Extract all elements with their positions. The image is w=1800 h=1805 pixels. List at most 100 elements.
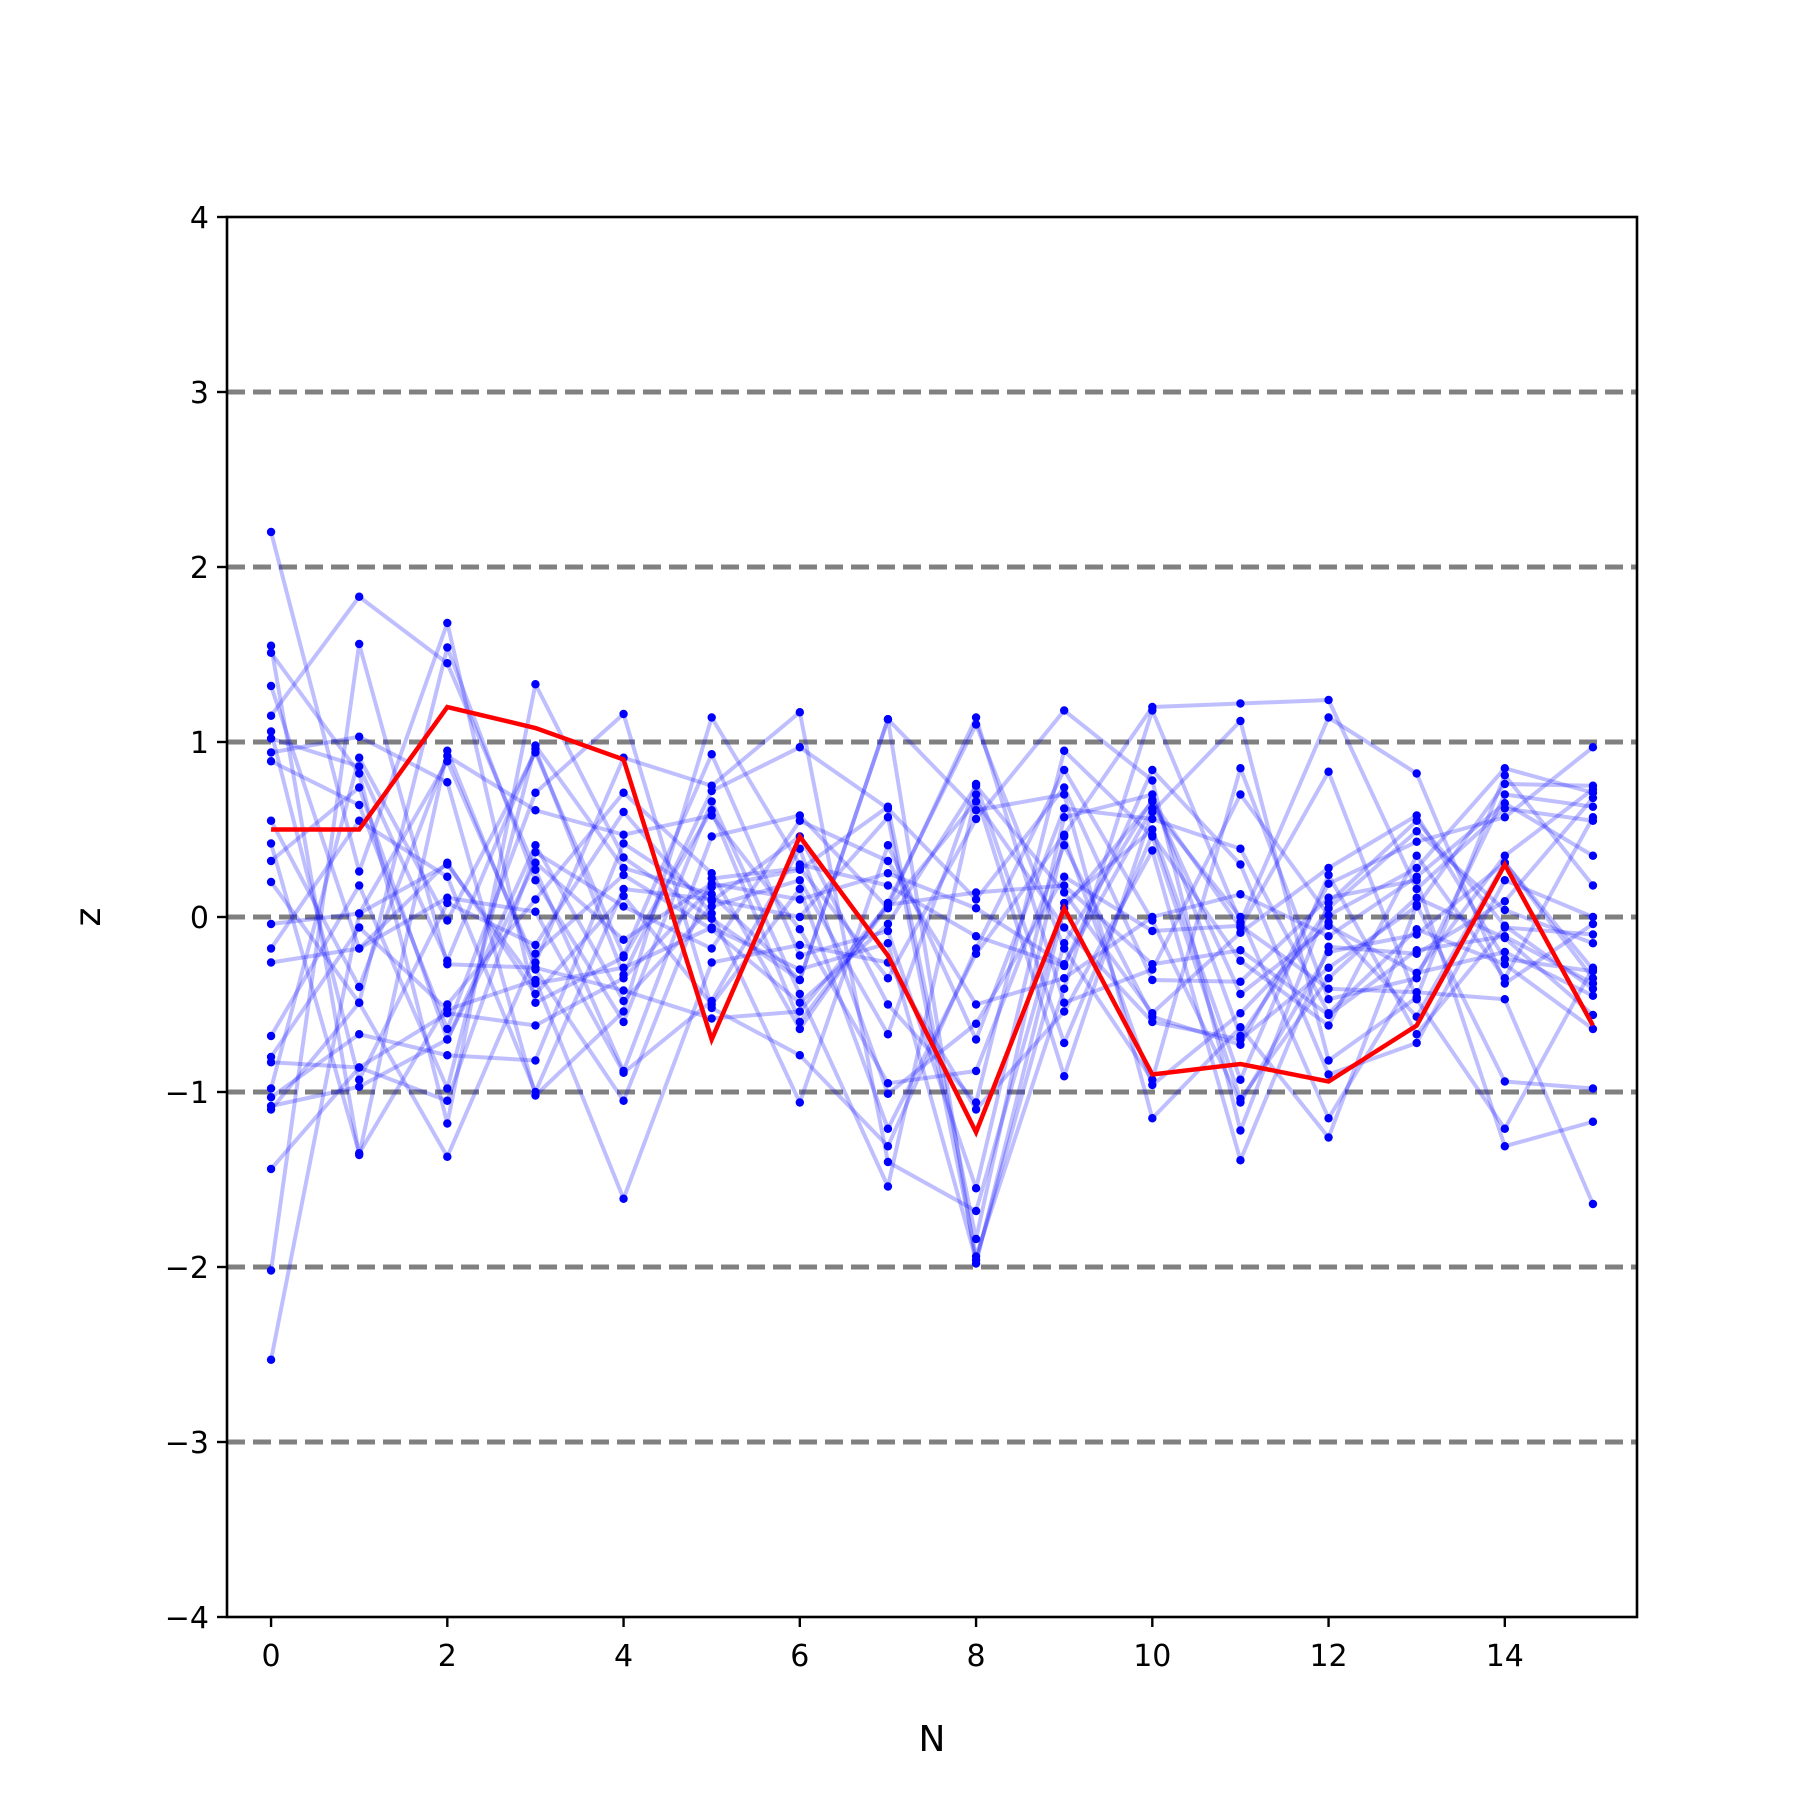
series-point [531,748,540,757]
series-point [354,592,364,601]
series-point [1324,1056,1333,1065]
series-point [619,891,628,901]
series-point [1236,977,1245,986]
series-point [619,963,628,972]
series-point [531,949,540,958]
series-point [1148,1080,1157,1090]
series-point [619,863,628,873]
series-point [1588,802,1598,811]
series-point [971,904,981,913]
series-point [1236,790,1245,799]
x-tick-label: 12 [1309,1639,1347,1674]
series-line-13 [270,710,1594,1213]
series-point [971,790,981,799]
series-point [707,897,716,906]
series-point [1500,1077,1510,1086]
series-point [1324,995,1333,1004]
series-point [971,1035,981,1044]
series-point [1324,863,1333,873]
series-point [1148,960,1157,969]
series-point [707,781,716,790]
series-point [707,879,716,888]
series-point [619,839,628,848]
series-point [971,713,981,722]
y-tick-label: 1 [190,726,209,761]
series-point [883,715,893,724]
x-tick-label: 6 [790,1639,809,1674]
series-point [266,748,276,757]
series-point [531,865,540,874]
x-tick-label: 10 [1133,1639,1171,1674]
series-point [707,750,716,759]
series-point [707,996,716,1006]
series-point [1059,974,1069,983]
series-point [1500,790,1510,799]
series-point [266,877,276,887]
series-point [443,618,452,628]
series-point [971,781,981,790]
series-point [883,1124,893,1133]
series-line-1 [269,645,1595,1157]
series-point [266,527,276,537]
series-point [1059,939,1069,948]
series-point [443,960,452,969]
series-point [1059,1007,1069,1016]
series-point [971,895,981,904]
series-point [1059,790,1069,799]
series-point [1412,863,1421,873]
series-point [795,1024,805,1034]
series-point [354,1149,364,1158]
x-tick-label: 14 [1486,1639,1524,1674]
series-line-5 [269,731,1595,1105]
series-point [354,982,364,992]
series-point [531,998,540,1007]
series-point [1324,1070,1333,1079]
series-point [1588,1084,1598,1093]
series-point [1412,893,1421,902]
series-point [266,648,276,657]
series-point [354,1075,364,1084]
y-tick-label: 3 [190,376,209,411]
series-point [795,816,805,825]
series-point [1236,1126,1245,1135]
series-point [619,830,628,839]
series-point [531,1056,540,1065]
series-point [1236,890,1245,899]
series-point [1588,743,1598,752]
series-point [1324,904,1333,913]
series-point [531,989,540,999]
series-point [354,867,364,876]
series-point [619,996,628,1006]
series-point [1588,1199,1598,1209]
series-point [1588,967,1598,976]
series-point [1148,1009,1157,1018]
reference-lines [227,389,1637,1445]
series-point [1059,765,1069,775]
highlight-series-group [271,704,1595,1138]
series-point [1324,942,1333,951]
series-point [795,884,805,894]
series-point [971,932,981,941]
series-point [531,907,540,916]
series-point [266,919,276,929]
series-point [266,1105,276,1114]
series-point [1059,746,1069,755]
series-point [1588,1024,1598,1034]
series-point [1412,811,1421,820]
series-point [443,643,452,652]
series-point [443,1096,452,1105]
series-point [443,916,452,925]
series-point [266,757,276,766]
series-point [707,909,716,918]
series-point [795,865,805,874]
series-line-4 [269,594,1593,1073]
series-point [795,876,805,885]
series-point [883,1182,893,1191]
series-line-25 [269,797,1594,1361]
series-point [1588,979,1598,988]
series-point [795,965,805,974]
series-point [1500,764,1510,773]
series-point [354,881,364,890]
series-point [795,1098,805,1107]
series-point [1500,923,1510,932]
